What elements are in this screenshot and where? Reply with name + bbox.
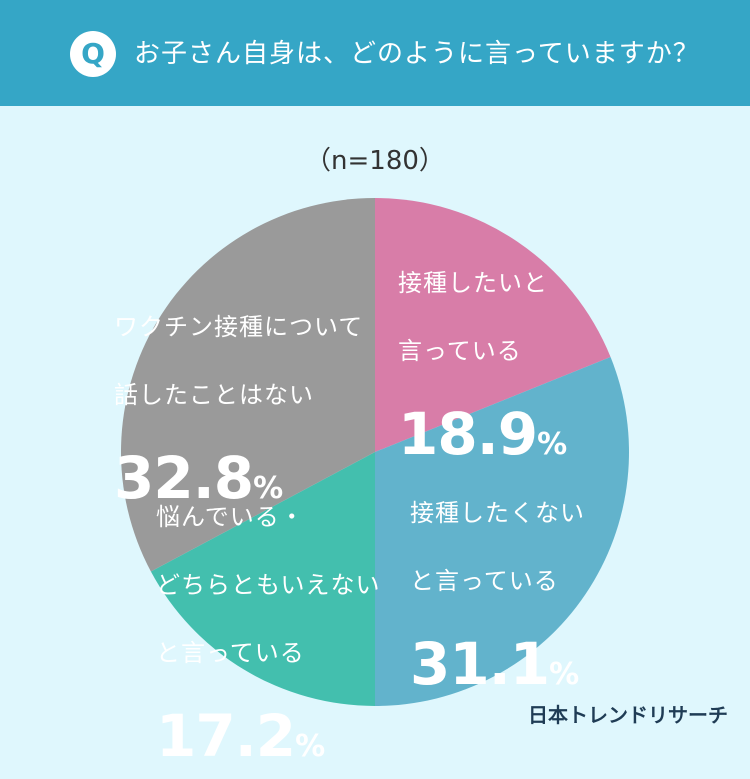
slice-label-line: 話したことはない <box>114 381 314 409</box>
slice-percent: 18.9% <box>398 400 567 468</box>
question-text: お子さん自身は、どのように言っていますか？ <box>134 39 700 69</box>
sample-size: （n=180） <box>305 146 445 176</box>
slice-label-line: ワクチン接種について <box>114 313 364 341</box>
slice-label-line: と言っている <box>410 567 559 595</box>
question-header: Q お子さん自身は、どのように言っていますか？ <box>0 0 750 106</box>
slice-label-line: と言っている <box>156 639 305 667</box>
slice-label-line: 言っている <box>398 337 522 365</box>
brand-logo: 日本トレンドリサーチ <box>528 703 728 727</box>
slice-label-want: 接種したいと 言っている 18.9% <box>398 232 567 477</box>
slice-label-line: どちらともいえない <box>156 571 381 599</box>
slice-percent: 32.8% <box>114 444 283 512</box>
slice-label-line: 接種したいと <box>398 269 548 297</box>
pie-slice-want <box>375 198 611 452</box>
pie-slice-never-talked <box>120 197 375 572</box>
slice-label-line: 悩んでいる・ <box>156 503 305 531</box>
slice-label-never-talked: ワクチン接種について 話したことはない 32.8% <box>114 276 363 521</box>
slice-label-not-want: 接種したくない と言っている 31.1% <box>410 462 585 707</box>
slice-label-line: 接種したくない <box>410 499 585 527</box>
pie-chart <box>120 197 629 706</box>
slice-percent: 17.2% <box>156 702 325 770</box>
slice-percent: 31.1% <box>410 630 579 698</box>
q-badge-icon: Q <box>70 31 116 77</box>
pie-slice-undecided <box>150 452 375 706</box>
pie-slice-not-want <box>375 357 629 706</box>
